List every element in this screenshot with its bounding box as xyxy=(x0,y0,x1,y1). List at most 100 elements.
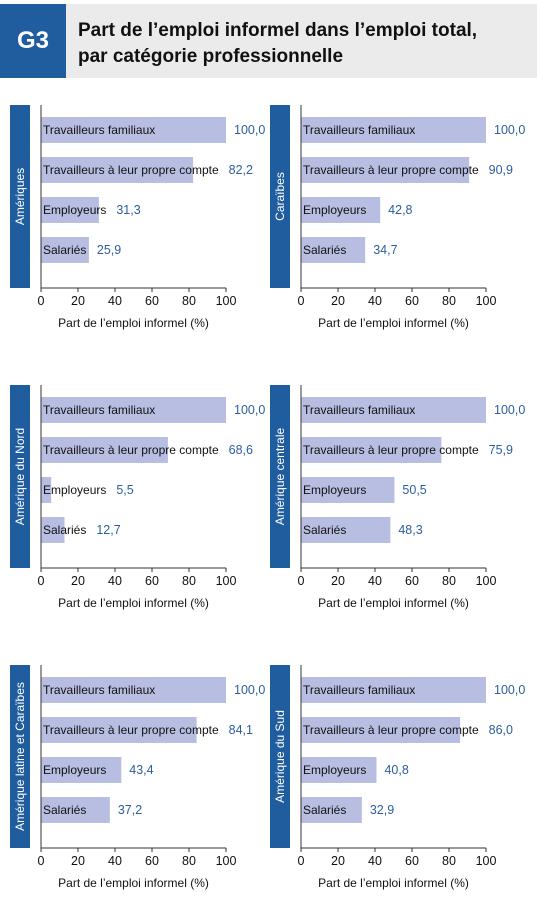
value-label: 40,8 xyxy=(384,763,408,777)
figure-title-line-1: Part de l’emploi informel dans l’emploi … xyxy=(78,20,478,41)
value-label: 100,0 xyxy=(234,683,265,697)
bar xyxy=(41,157,194,183)
x-tick-label: 20 xyxy=(71,854,85,868)
value-label: 25,9 xyxy=(97,243,121,257)
region-band xyxy=(10,665,30,848)
x-tick-label: 80 xyxy=(442,854,456,868)
x-tick-label: 0 xyxy=(38,574,45,588)
value-label: 68,6 xyxy=(229,443,253,457)
chart-amerique-latine-et-caraibes: Amérique latine et Caraïbes Travailleurs … xyxy=(10,665,265,890)
chart-amerique-du-nord: Amérique du Nord Travailleurs familiaux 10… xyxy=(10,385,265,610)
x-tick-label: 80 xyxy=(182,294,196,308)
value-label: 100,0 xyxy=(494,683,525,697)
value-label: 82,2 xyxy=(229,163,253,177)
bar xyxy=(301,797,362,823)
x-tick-label: 20 xyxy=(331,574,345,588)
category-label: Travailleurs à leur propre compte xyxy=(43,163,219,177)
value-label: 50,5 xyxy=(402,483,426,497)
category-label: Travailleurs familiaux xyxy=(43,123,155,137)
value-label: 48,3 xyxy=(398,523,422,537)
category-label: Salariés xyxy=(43,243,86,257)
x-tick-label: 100 xyxy=(216,294,237,308)
x-tick-label: 20 xyxy=(331,294,345,308)
category-label: Travailleurs à leur propre compte xyxy=(303,163,479,177)
x-tick-label: 0 xyxy=(38,854,45,868)
category-label: Salariés xyxy=(303,243,346,257)
figure-title-line-2: par catégorie professionnelle xyxy=(78,46,344,67)
region-band xyxy=(10,385,30,568)
bar xyxy=(41,397,226,423)
bar xyxy=(41,677,226,703)
category-label: Employeurs xyxy=(303,483,366,497)
x-tick-label: 0 xyxy=(298,574,305,588)
region-band xyxy=(270,665,290,848)
value-label: 37,2 xyxy=(118,803,142,817)
bar xyxy=(41,237,89,263)
category-label: Salariés xyxy=(303,803,346,817)
chart-ameriques: Amériques Travailleurs familiaux 100,0 Trav… xyxy=(10,105,265,330)
category-label: Travailleurs familiaux xyxy=(303,683,415,697)
bar xyxy=(301,437,442,463)
figure-title: Part de l’emploi informel dans l’emploi … xyxy=(78,18,528,70)
category-label: Employeurs xyxy=(43,763,106,777)
x-tick-label: 40 xyxy=(368,854,382,868)
value-label: 34,7 xyxy=(373,243,397,257)
value-label: 86,0 xyxy=(489,723,513,737)
category-label: Travailleurs familiaux xyxy=(303,123,415,137)
x-tick-label: 40 xyxy=(108,294,122,308)
region-label: Amérique du Nord xyxy=(13,428,27,525)
x-tick-label: 0 xyxy=(298,854,305,868)
x-tick-label: 60 xyxy=(405,574,419,588)
value-label: 84,1 xyxy=(229,723,253,737)
x-tick-label: 20 xyxy=(331,854,345,868)
x-tick-label: 40 xyxy=(368,294,382,308)
bar xyxy=(301,677,486,703)
category-label: Employeurs xyxy=(43,203,106,217)
x-tick-label: 100 xyxy=(216,574,237,588)
category-label: Travailleurs à leur propre compte xyxy=(43,443,219,457)
chart-amerique-du-sud: Amérique du Sud Travailleurs familiaux 100… xyxy=(270,665,525,890)
x-tick-label: 100 xyxy=(476,294,497,308)
bar xyxy=(301,397,486,423)
value-label: 100,0 xyxy=(494,123,525,137)
x-tick-label: 60 xyxy=(405,294,419,308)
category-label: Travailleurs familiaux xyxy=(303,403,415,417)
region-label: Amérique du Sud xyxy=(273,710,287,803)
bar xyxy=(41,477,52,503)
value-label: 5,5 xyxy=(116,483,133,497)
category-label: Travailleurs familiaux xyxy=(43,683,155,697)
x-tick-label: 80 xyxy=(442,294,456,308)
x-tick-label: 0 xyxy=(38,294,45,308)
value-label: 43,4 xyxy=(129,763,153,777)
region-band xyxy=(10,105,30,288)
panel-ameriques: Amériques Travailleurs familiaux 100,0 Trav… xyxy=(10,105,270,338)
x-tick-label: 40 xyxy=(108,574,122,588)
chart-caraibes: Caraïbes Travailleurs familiaux 100,0 Trava… xyxy=(270,105,525,330)
panel-amerique-du-nord: Amérique du Nord Travailleurs familiaux 10… xyxy=(10,385,270,618)
category-label: Salariés xyxy=(303,523,346,537)
category-label: Travailleurs à leur propre compte xyxy=(303,723,479,737)
x-tick-label: 40 xyxy=(108,854,122,868)
x-tick-label: 60 xyxy=(145,574,159,588)
x-tick-label: 80 xyxy=(182,574,196,588)
value-label: 31,3 xyxy=(116,203,140,217)
x-tick-label: 80 xyxy=(182,854,196,868)
x-tick-label: 20 xyxy=(71,294,85,308)
panel-caraibes: Caraïbes Travailleurs familiaux 100,0 Trava… xyxy=(270,105,530,338)
category-label: Employeurs xyxy=(43,483,106,497)
figure-badge: G3 xyxy=(0,4,66,78)
header-background xyxy=(62,4,537,78)
value-label: 90,9 xyxy=(489,163,513,177)
x-tick-label: 60 xyxy=(405,854,419,868)
x-tick-label: 0 xyxy=(298,294,305,308)
value-label: 32,9 xyxy=(370,803,394,817)
x-tick-label: 40 xyxy=(368,574,382,588)
x-axis-title: Part de l’emploi informel (%) xyxy=(318,316,469,330)
bar xyxy=(41,117,226,143)
x-tick-label: 100 xyxy=(216,854,237,868)
category-label: Salariés xyxy=(43,803,86,817)
category-label: Travailleurs à leur propre compte xyxy=(43,723,219,737)
bar xyxy=(41,717,197,743)
x-axis-title: Part de l’emploi informel (%) xyxy=(318,876,469,890)
category-label: Travailleurs familiaux xyxy=(43,403,155,417)
